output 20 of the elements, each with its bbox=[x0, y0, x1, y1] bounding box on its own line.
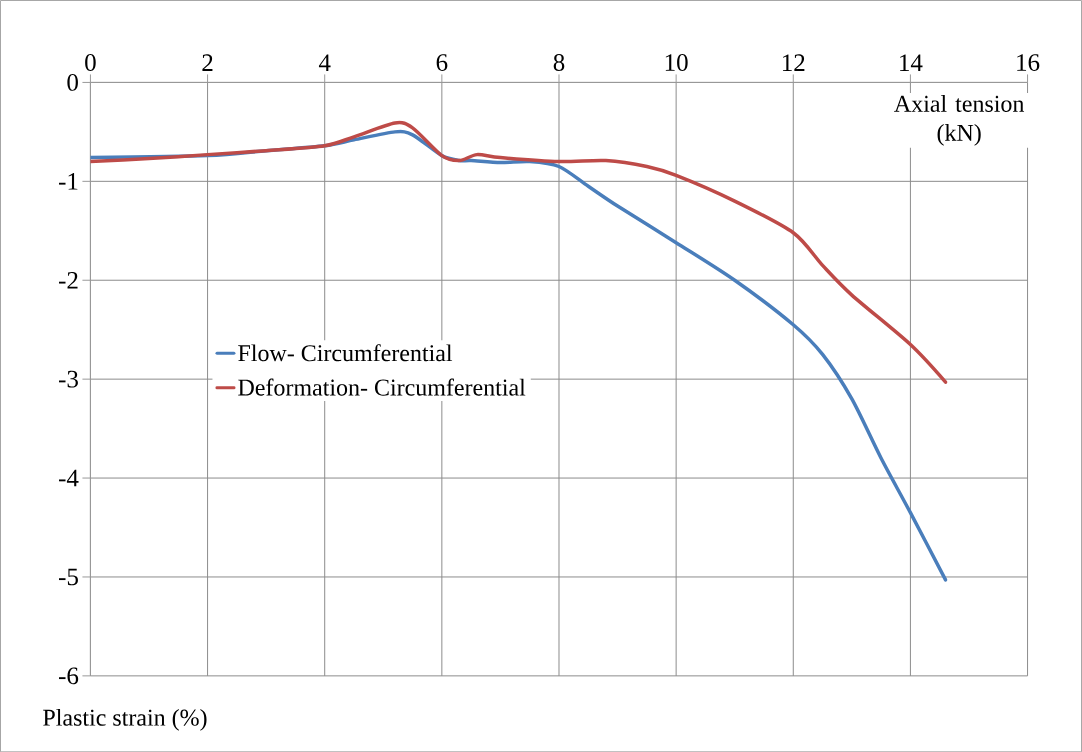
x-tick-label: 2 bbox=[202, 54, 213, 71]
x-axis-title: Axial tension (kN) bbox=[894, 94, 1025, 146]
x-tick-label: 14 bbox=[900, 54, 923, 71]
y-tick-label: -6 bbox=[59, 667, 79, 685]
y-tick-label: -1 bbox=[59, 172, 78, 190]
y-axis-title: Plastic strain (%) bbox=[43, 708, 207, 731]
y-tick-label: -3 bbox=[59, 370, 78, 388]
x-tick-label: 16 bbox=[1017, 53, 1040, 71]
x-tick-label: 4 bbox=[318, 54, 331, 71]
x-tick-label: 10 bbox=[665, 53, 688, 71]
x-tick-label: 8 bbox=[553, 53, 565, 71]
x-tick-label: 12 bbox=[782, 54, 805, 71]
y-tick-label: -2 bbox=[59, 271, 78, 289]
x-tick-label: 0 bbox=[85, 53, 96, 71]
x-tick-label: 6 bbox=[436, 53, 448, 71]
y-tick-label: 0 bbox=[67, 73, 78, 91]
y-tick-label: -4 bbox=[59, 469, 79, 487]
legend-label: Flow- Circumferential bbox=[238, 344, 453, 362]
y-tick-label: -5 bbox=[59, 568, 78, 586]
legend-label: Deformation- Circumferential bbox=[238, 378, 526, 396]
